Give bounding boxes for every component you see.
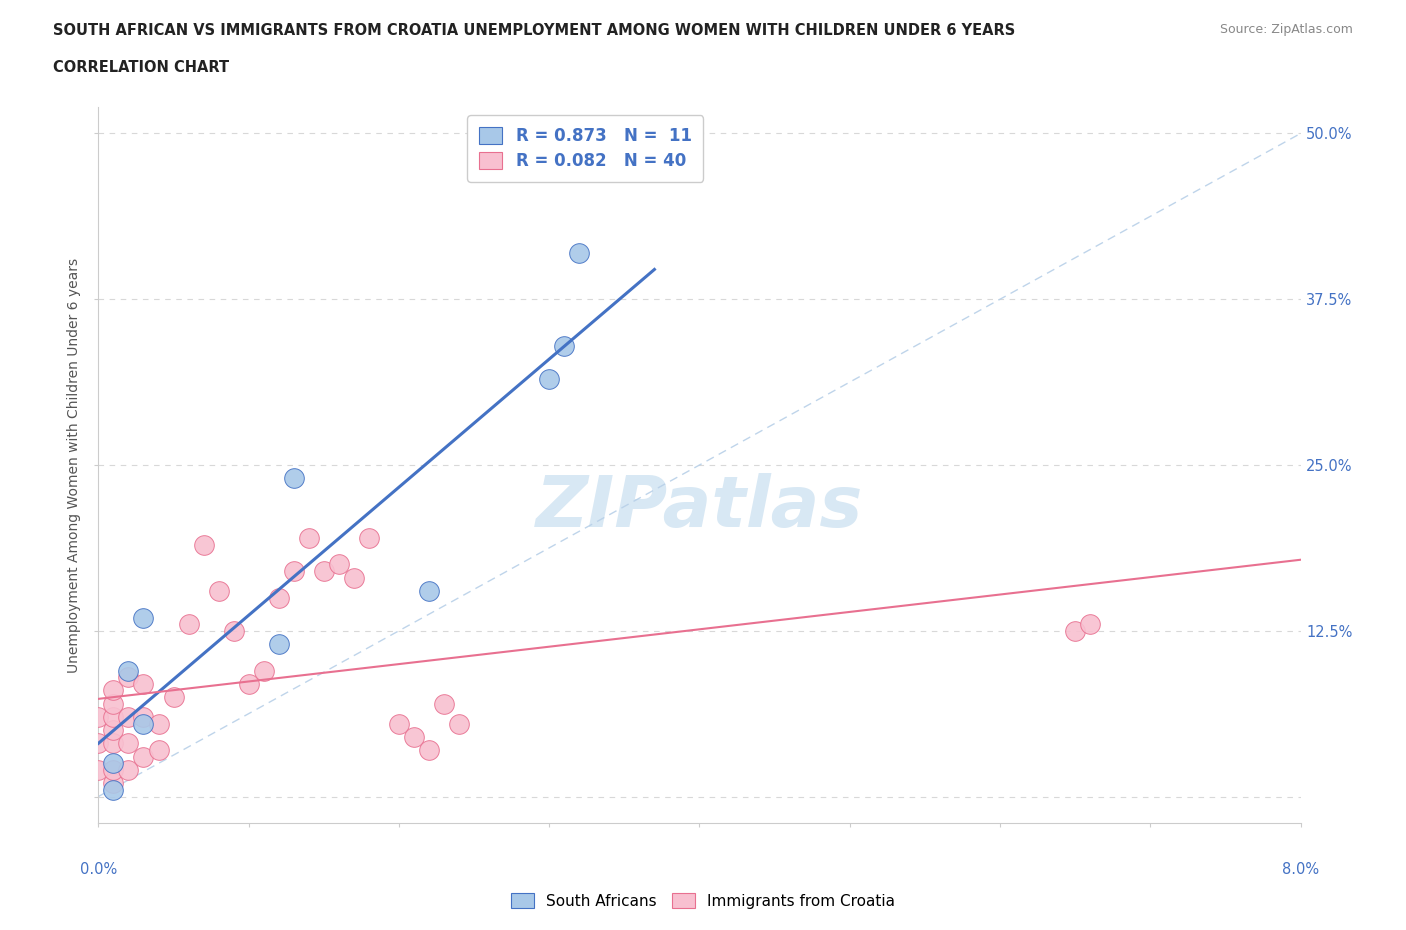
Point: [103, 683, 125, 698]
Point: [1078, 617, 1101, 631]
Text: 0.0%: 0.0%: [80, 862, 117, 877]
Point: [267, 591, 290, 605]
Text: ZIPatlas: ZIPatlas: [536, 473, 863, 542]
Point: [343, 570, 366, 585]
Point: [222, 623, 245, 638]
Point: [418, 743, 440, 758]
Point: [87, 710, 110, 724]
Text: Source: ZipAtlas.com: Source: ZipAtlas.com: [1219, 23, 1353, 36]
Point: [418, 583, 440, 598]
Point: [568, 246, 591, 260]
Point: [132, 610, 155, 625]
Point: [253, 663, 276, 678]
Point: [267, 637, 290, 652]
Point: [87, 736, 110, 751]
Point: [117, 670, 139, 684]
Point: [148, 716, 170, 731]
Point: [433, 697, 456, 711]
Point: [132, 716, 155, 731]
Point: [132, 676, 155, 691]
Point: [312, 564, 335, 578]
Point: [103, 782, 125, 797]
Point: [117, 663, 139, 678]
Point: [103, 697, 125, 711]
Point: [538, 371, 561, 386]
Text: SOUTH AFRICAN VS IMMIGRANTS FROM CROATIA UNEMPLOYMENT AMONG WOMEN WITH CHILDREN : SOUTH AFRICAN VS IMMIGRANTS FROM CROATIA…: [53, 23, 1015, 38]
Point: [1064, 623, 1087, 638]
Point: [193, 538, 215, 552]
Point: [357, 530, 380, 545]
Point: [117, 763, 139, 777]
Point: [177, 617, 200, 631]
Point: [117, 710, 139, 724]
Point: [103, 776, 125, 790]
Point: [447, 716, 470, 731]
Point: [328, 557, 350, 572]
Point: [388, 716, 411, 731]
Point: [283, 564, 305, 578]
Point: [103, 710, 125, 724]
Point: [238, 676, 260, 691]
Point: [402, 729, 425, 744]
Point: [103, 763, 125, 777]
Point: [553, 339, 575, 353]
Point: [103, 723, 125, 737]
Point: [283, 471, 305, 485]
Point: [87, 763, 110, 777]
Text: CORRELATION CHART: CORRELATION CHART: [53, 60, 229, 75]
Point: [132, 710, 155, 724]
Point: [298, 530, 321, 545]
Point: [103, 736, 125, 751]
Point: [103, 756, 125, 771]
Point: [208, 583, 231, 598]
Legend: R = 0.873   N =  11, R = 0.082   N = 40: R = 0.873 N = 11, R = 0.082 N = 40: [467, 115, 703, 181]
Point: [117, 736, 139, 751]
Legend: South Africans, Immigrants from Croatia: South Africans, Immigrants from Croatia: [505, 886, 901, 915]
Text: 8.0%: 8.0%: [1282, 862, 1319, 877]
Point: [132, 750, 155, 764]
Point: [162, 690, 184, 705]
Point: [148, 743, 170, 758]
Y-axis label: Unemployment Among Women with Children Under 6 years: Unemployment Among Women with Children U…: [67, 258, 82, 672]
